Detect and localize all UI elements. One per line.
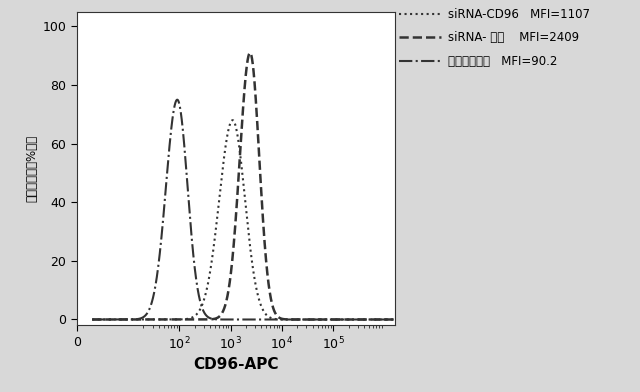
Legend: siRNA-CD96   MFI=1107, siRNA- 対照    MFI=2409, アイソタイプ   MFI=90.2: siRNA-CD96 MFI=1107, siRNA- 対照 MFI=2409,… (397, 5, 592, 71)
Y-axis label: 最大に対する%割合: 最大に対する%割合 (26, 135, 38, 202)
X-axis label: CD96-APC: CD96-APC (193, 357, 278, 372)
